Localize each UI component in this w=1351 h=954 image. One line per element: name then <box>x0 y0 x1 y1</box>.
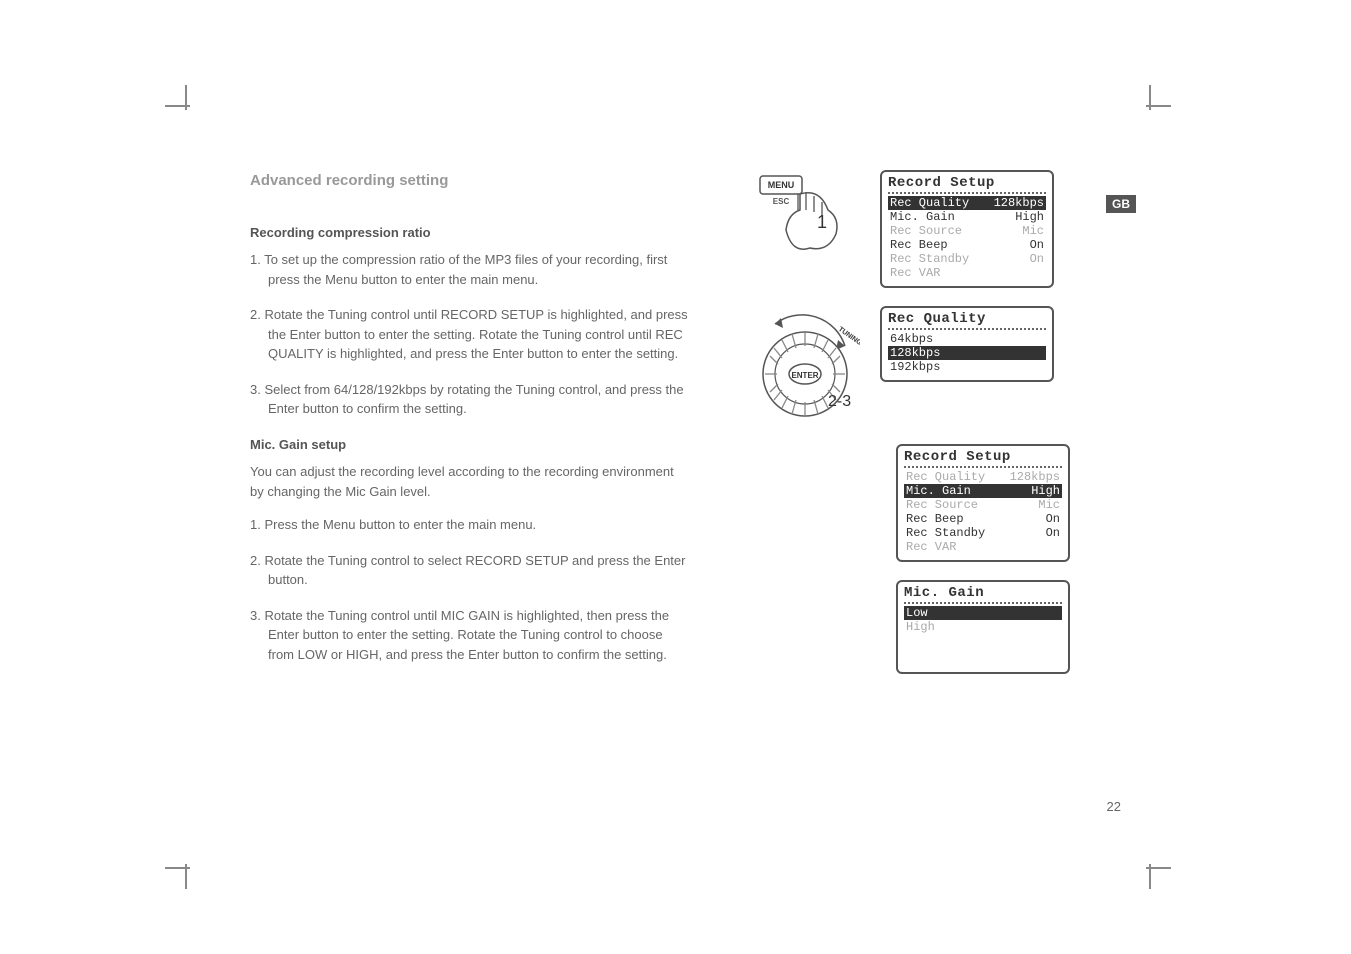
lcd-row-label: Rec VAR <box>906 540 956 554</box>
section1-title: Recording compression ratio <box>250 223 690 243</box>
step: 1. Press the Menu button to enter the ma… <box>250 515 690 535</box>
lcd-row: Rec VAR <box>888 266 1046 280</box>
lcd-rows: LowHigh <box>904 606 1062 634</box>
lcd-row-label: High <box>906 620 935 634</box>
step: 1. To set up the compression ratio of th… <box>250 250 690 289</box>
lcd-title: Rec Quality <box>888 312 1046 326</box>
lcd-row-label: Rec VAR <box>890 266 940 280</box>
menu-button-diagram: MENU ESC 1 <box>750 170 860 270</box>
step: 2. Rotate the Tuning control to select R… <box>250 551 690 590</box>
text-column: Advanced recording setting Recording com… <box>250 170 690 680</box>
section2-intro: You can adjust the recording level accor… <box>250 462 690 501</box>
lcd-row-label: Rec Beep <box>906 512 964 526</box>
lcd-row-value: On <box>1046 526 1060 540</box>
tuning-knob-diagram: TUNING ENTER <box>750 306 860 426</box>
lcd-mic-gain: Mic. Gain LowHigh <box>896 580 1070 674</box>
lcd-row-label: 192kbps <box>890 360 940 374</box>
lcd-row: Low <box>904 606 1062 620</box>
crop-mark-br <box>1131 849 1171 889</box>
esc-label: ESC <box>773 197 790 206</box>
crop-mark-tl <box>165 85 205 125</box>
diagram-row-3: Record Setup Rec Quality128kbpsMic. Gain… <box>750 444 1070 562</box>
lcd-row: Mic. Gain High <box>888 210 1046 224</box>
step: 2. Rotate the Tuning control until RECOR… <box>250 305 690 364</box>
lcd-row-label: Rec Standby <box>890 252 969 266</box>
section2-steps: 1. Press the Menu button to enter the ma… <box>250 515 690 664</box>
lcd-record-setup-1: Record Setup Rec Quality128kbpsMic. Gain… <box>880 170 1054 288</box>
section2-title: Mic. Gain setup <box>250 435 690 455</box>
lcd-row-label: Mic. Gain <box>890 210 955 224</box>
lcd-row-label: Rec Source <box>906 498 978 512</box>
enter-label: ENTER <box>791 371 818 380</box>
lcd-record-setup-2: Record Setup Rec Quality128kbpsMic. Gain… <box>896 444 1070 562</box>
step: 3. Select from 64/128/192kbps by rotatin… <box>250 380 690 419</box>
lcd-title: Mic. Gain <box>904 586 1062 600</box>
lcd-separator <box>888 192 1046 194</box>
lcd-row: Rec Source Mic <box>904 498 1062 512</box>
lcd-rows: Rec Quality128kbpsMic. GainHighRec Sourc… <box>888 196 1046 280</box>
lcd-title: Record Setup <box>904 450 1062 464</box>
lcd-row-value: On <box>1046 512 1060 526</box>
knob-number-23: 2-3 <box>828 393 851 410</box>
step: 3. Rotate the Tuning control until MIC G… <box>250 606 690 665</box>
lcd-row-label: Rec Standby <box>906 526 985 540</box>
lcd-separator <box>888 328 1046 330</box>
crop-mark-bl <box>165 849 205 889</box>
lcd-row-label: Mic. Gain <box>906 484 971 498</box>
lcd-row-label: Rec Quality <box>890 196 969 210</box>
lcd-rows: Rec Quality128kbpsMic. GainHighRec Sourc… <box>904 470 1062 554</box>
lcd-row: Rec Beep On <box>904 512 1062 526</box>
lcd-row-label: Rec Beep <box>890 238 948 252</box>
lcd-rows: 64kbps128kbps192kbps <box>888 332 1046 374</box>
menu-label: MENU <box>768 180 795 190</box>
lcd-separator <box>904 466 1062 468</box>
lcd-row: Rec Standby On <box>888 252 1046 266</box>
section1-steps: 1. To set up the compression ratio of th… <box>250 250 690 419</box>
main-title: Advanced recording setting <box>250 170 690 193</box>
lcd-row-value: High <box>1015 210 1044 224</box>
lcd-row-label: Low <box>906 606 928 620</box>
diagram-row-1: MENU ESC 1 Record Setup Rec Quality 128kb… <box>750 170 1070 288</box>
lcd-row-value: Mic <box>1022 224 1044 238</box>
lcd-row-value: On <box>1030 252 1044 266</box>
diagram-row-2: TUNING ENTER <box>750 306 1070 426</box>
lcd-row: High <box>904 620 1062 634</box>
lcd-row: Rec Quality 128kbps <box>888 196 1046 210</box>
lcd-title: Record Setup <box>888 176 1046 190</box>
lcd-row-label: 64kbps <box>890 332 933 346</box>
lcd-row: 128kbps <box>888 346 1046 360</box>
lcd-row-value: On <box>1030 238 1044 252</box>
lcd-row: Rec VAR <box>904 540 1062 554</box>
lcd-row: Rec Source Mic <box>888 224 1046 238</box>
lcd-row: Rec Beep On <box>888 238 1046 252</box>
page-number: 22 <box>1107 799 1121 814</box>
lcd-row-value: Mic <box>1038 498 1060 512</box>
diagram-column: MENU ESC 1 Record Setup Rec Quality 128kb… <box>750 170 1070 680</box>
language-badge-gb: GB <box>1106 195 1136 213</box>
lcd-row-label: 128kbps <box>890 346 940 360</box>
lcd-row-label: Rec Quality <box>906 470 985 484</box>
lcd-row: 192kbps <box>888 360 1046 374</box>
lcd-row-value: 128kbps <box>1010 470 1060 484</box>
lcd-row: 64kbps <box>888 332 1046 346</box>
lcd-row: Mic. Gain High <box>904 484 1062 498</box>
lcd-row-value: 128kbps <box>994 196 1044 210</box>
lcd-separator <box>904 602 1062 604</box>
crop-mark-tr <box>1131 85 1171 125</box>
knob-number-1: 1 <box>817 212 827 232</box>
lcd-row: Rec Quality 128kbps <box>904 470 1062 484</box>
diagram-row-4: Mic. Gain LowHigh <box>750 580 1070 674</box>
lcd-row-label: Rec Source <box>890 224 962 238</box>
lcd-row: Rec Standby On <box>904 526 1062 540</box>
lcd-rec-quality: Rec Quality 64kbps128kbps192kbps <box>880 306 1054 382</box>
lcd-row-value: High <box>1031 484 1060 498</box>
